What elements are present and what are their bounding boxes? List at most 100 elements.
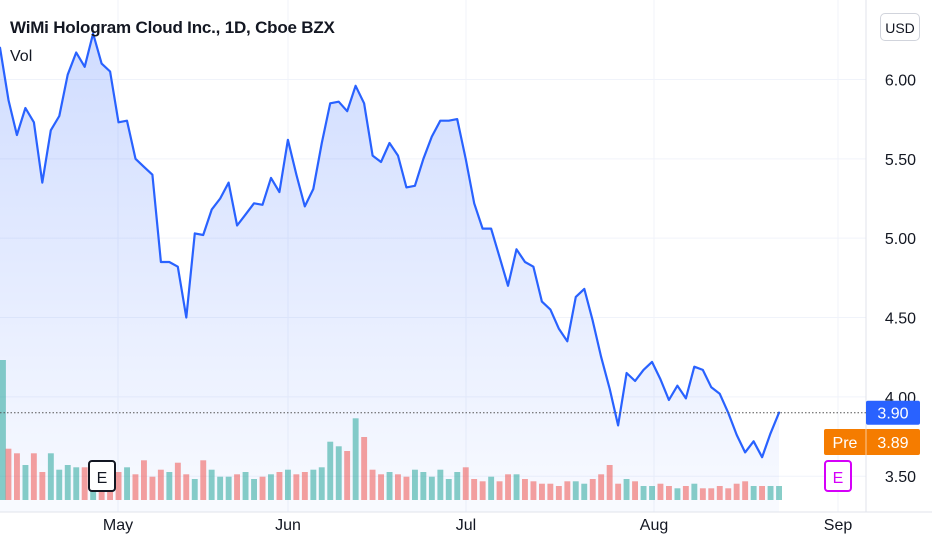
volume-bar	[310, 469, 317, 500]
y-tick-label: 6.00	[885, 72, 916, 89]
volume-bar	[395, 474, 401, 500]
volume-bar	[327, 441, 334, 500]
volume-bar	[335, 446, 342, 500]
pre-market-value: 3.89	[877, 435, 908, 452]
volume-bar	[293, 474, 300, 500]
volume-bar	[200, 460, 207, 500]
earnings-marker-label: E	[833, 470, 844, 487]
volume-bar	[674, 488, 681, 500]
volume-bar	[115, 472, 122, 500]
volume-bar	[699, 488, 706, 500]
volume-bar	[251, 479, 257, 500]
x-tick-label: Aug	[640, 517, 668, 534]
volume-bar	[708, 488, 715, 500]
volume-bar	[759, 486, 765, 500]
volume-bar	[39, 472, 46, 500]
volume-bar	[259, 476, 266, 500]
volume-legend-label[interactable]: Vol	[10, 48, 33, 65]
y-tick-label: 4.50	[885, 311, 916, 328]
volume-bar	[81, 467, 88, 500]
volume-bar	[5, 448, 12, 500]
volume-bar	[505, 474, 511, 500]
chart-legend: WiMi Hologram Cloud Inc., 1D, Cboe BZX V…	[10, 18, 335, 66]
volume-bar	[454, 472, 461, 500]
volume-bar	[14, 453, 20, 500]
y-tick-label: 3.50	[885, 469, 916, 486]
currency-button[interactable]: USD	[880, 13, 920, 41]
volume-bar	[73, 467, 80, 500]
volume-bar	[682, 486, 689, 500]
earnings-marker-box	[824, 460, 852, 492]
pre-market-label-bg	[824, 429, 920, 455]
price-axis[interactable]: 6.005.505.004.504.003.50	[885, 72, 916, 486]
pre-market-label: Pre 3.89	[824, 429, 920, 455]
pre-market-tag: Pre	[833, 435, 858, 452]
time-axis[interactable]: May Jun Jul Aug Sep	[103, 517, 852, 534]
volume-bar	[733, 483, 740, 500]
chart-title[interactable]: WiMi Hologram Cloud Inc., 1D, Cboe BZX	[10, 18, 335, 37]
volume-bar	[47, 453, 54, 500]
volume-bar	[344, 451, 351, 500]
price-labels: 3.90 Pre 3.89	[824, 400, 920, 455]
volume-bar	[0, 360, 6, 500]
volume-bar	[352, 418, 359, 500]
volume-bar	[276, 472, 283, 500]
volume-bar	[589, 479, 596, 500]
upcoming-earnings-marker[interactable]: E	[824, 460, 852, 492]
volume-bar	[445, 479, 452, 500]
volume-bar	[513, 474, 520, 500]
volume-bar	[649, 486, 655, 500]
price-area	[0, 33, 779, 512]
volume-bar	[191, 479, 198, 500]
volume-bar	[632, 481, 638, 500]
volume-bar	[564, 481, 571, 500]
volume-bar	[437, 469, 444, 500]
volume-bar	[530, 481, 537, 500]
volume-bar	[462, 467, 469, 500]
volume-bar	[242, 472, 249, 500]
volume-bar	[496, 481, 503, 500]
volume-bars	[0, 360, 782, 500]
volume-bar	[547, 483, 554, 500]
volume-bar	[132, 474, 139, 500]
volume-bar	[285, 469, 291, 500]
y-tick-label: 5.50	[885, 152, 916, 169]
volume-bar	[141, 460, 147, 500]
volume-bar	[149, 476, 156, 500]
volume-bar	[666, 486, 672, 500]
last-price-label-bg	[866, 400, 920, 425]
volume-bar	[471, 479, 478, 500]
x-tick-label: Jun	[275, 517, 301, 534]
volume-bar	[598, 474, 605, 500]
volume-bar	[522, 479, 528, 500]
volume-bar	[428, 476, 435, 500]
volume-bar	[657, 483, 664, 500]
volume-bar	[539, 483, 545, 500]
volume-bar	[378, 474, 384, 500]
last-price-value: 3.90	[877, 406, 908, 423]
earnings-marker-box	[88, 460, 116, 492]
volume-bar	[124, 467, 130, 500]
volume-bar	[725, 488, 732, 500]
volume-bar	[581, 483, 588, 500]
earnings-marker[interactable]: E	[88, 460, 116, 492]
volume-bar	[606, 465, 613, 500]
volume-bar	[555, 486, 562, 500]
volume-bar	[217, 476, 224, 500]
volume-bar	[174, 462, 181, 500]
x-tick-label: May	[103, 517, 133, 534]
volume-bar	[225, 476, 232, 500]
x-tick-label: Jul	[456, 517, 476, 534]
earnings-marker-label: E	[97, 470, 108, 487]
price-series-line	[0, 32, 781, 459]
volume-bar	[640, 486, 647, 500]
y-tick-label: 5.00	[885, 231, 916, 248]
volume-bar	[742, 481, 749, 500]
volume-bar	[166, 472, 173, 500]
volume-bar	[386, 472, 393, 500]
volume-bar	[615, 483, 622, 500]
last-price-label: 3.90	[866, 400, 920, 425]
